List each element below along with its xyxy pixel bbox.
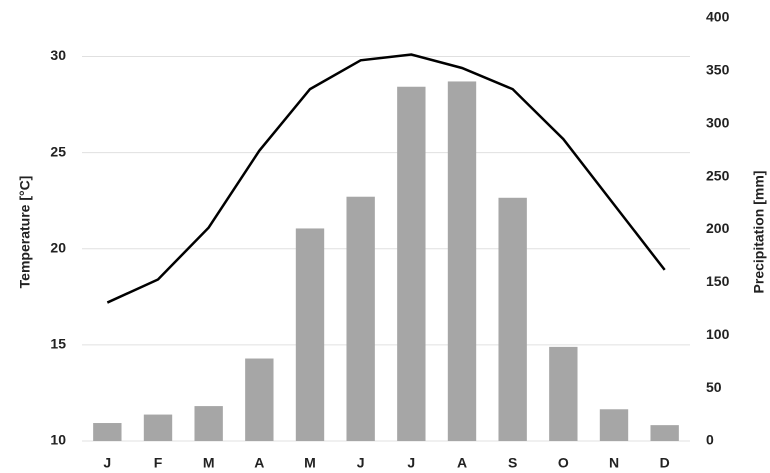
bar xyxy=(650,425,679,441)
y-tick-label: 10 xyxy=(50,432,66,448)
y2-tick-label: 300 xyxy=(706,114,730,130)
x-tick-label: D xyxy=(660,455,670,471)
y-tick-label: 25 xyxy=(50,143,66,159)
bar xyxy=(498,197,527,441)
bar xyxy=(599,409,629,441)
y2-axis-label: Precipitation [mm] xyxy=(751,171,767,294)
temperature-line xyxy=(106,53,666,304)
y2-tick-label: 400 xyxy=(706,9,730,25)
x-tick-label: A xyxy=(457,455,467,471)
bar xyxy=(194,406,223,441)
y2-tick-label: 100 xyxy=(706,326,730,342)
y2-tick-label: 250 xyxy=(706,167,730,183)
x-tick-label: J xyxy=(407,455,415,471)
y2-tick-label: 150 xyxy=(706,273,730,289)
y2-tick-label: 50 xyxy=(706,379,722,395)
x-tick-label: N xyxy=(609,455,619,471)
bar xyxy=(397,86,426,442)
x-tick-label: S xyxy=(508,455,517,471)
x-tick-label: O xyxy=(558,455,569,471)
bar xyxy=(549,346,578,441)
bar xyxy=(295,228,325,441)
y-tick-label: 30 xyxy=(50,47,66,63)
y-axis-label: Temperature [°C] xyxy=(17,176,33,289)
x-tick-label: J xyxy=(103,455,111,471)
y2-tick-label: 0 xyxy=(706,432,714,448)
x-tick-label: A xyxy=(254,455,264,471)
y2-tick-label: 200 xyxy=(706,220,730,236)
x-tick-label: J xyxy=(357,455,365,471)
y-tick-label: 20 xyxy=(50,239,66,255)
bar xyxy=(447,81,477,441)
bar xyxy=(93,423,122,441)
x-tick-label: M xyxy=(203,455,215,471)
bar xyxy=(346,196,375,441)
y-tick-label: 15 xyxy=(50,336,66,352)
x-tick-label: M xyxy=(304,455,316,471)
bar xyxy=(245,358,274,441)
y2-tick-label: 350 xyxy=(706,62,730,78)
bar xyxy=(143,414,173,441)
x-tick-label: F xyxy=(154,455,163,471)
